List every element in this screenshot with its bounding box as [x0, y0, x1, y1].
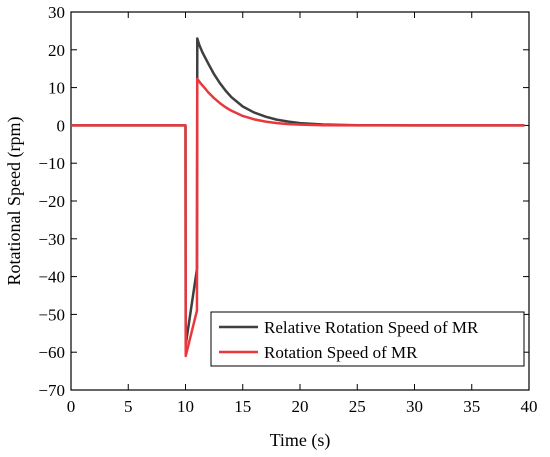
y-tick-label: −40 [38, 268, 65, 287]
y-axis-title: Rotational Speed (rpm) [4, 117, 25, 286]
y-tick-label: −30 [38, 230, 65, 249]
y-tick-label: −10 [38, 154, 65, 173]
legend-label-rotation-speed: Rotation Speed of MR [264, 343, 418, 362]
legend-label-relative-rotation-speed: Relative Rotation Speed of MR [264, 318, 479, 337]
legend: Relative Rotation Speed of MR Rotation S… [210, 311, 525, 367]
x-tick-label: 35 [463, 397, 480, 416]
legend-box [210, 311, 525, 367]
y-tick-label: 20 [48, 41, 65, 60]
y-tick-label: 10 [48, 79, 65, 98]
x-tick-label: 40 [521, 397, 538, 416]
y-tick-label: −20 [38, 192, 65, 211]
y-tick-label: −50 [38, 305, 65, 324]
y-axis-ticks: 30 20 10 0 −10 −20 −30 −40 −50 −60 −70 [38, 3, 529, 400]
series-line-rotation-speed [71, 77, 525, 358]
x-tick-label: 25 [349, 397, 366, 416]
x-tick-label: 15 [234, 397, 251, 416]
x-tick-label: 20 [292, 397, 309, 416]
x-axis-ticks: 0 5 10 15 20 25 30 35 40 [67, 12, 538, 416]
y-tick-label: −70 [38, 381, 65, 400]
series-layer [71, 37, 525, 358]
x-tick-label: 10 [177, 397, 194, 416]
x-axis-title: Time (s) [270, 430, 331, 451]
y-tick-label: 30 [48, 3, 65, 22]
x-tick-label: 30 [406, 397, 423, 416]
x-tick-label: 5 [124, 397, 133, 416]
y-tick-label: −60 [38, 343, 65, 362]
y-tick-label: 0 [57, 116, 66, 135]
x-tick-label: 0 [67, 397, 76, 416]
